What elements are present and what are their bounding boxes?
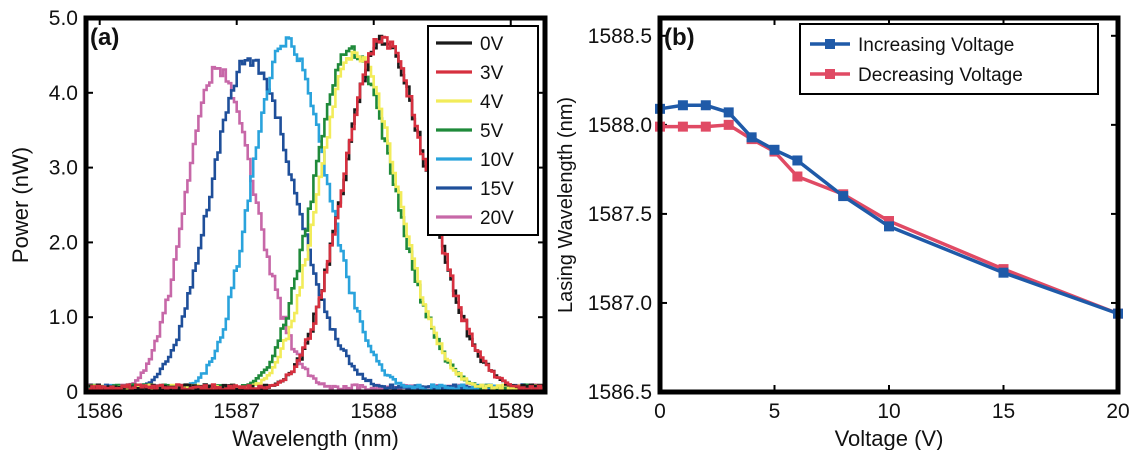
a-y-tick-label: 3.0 <box>49 157 78 180</box>
panel-b-letter: (b) <box>664 24 695 51</box>
b-y-tick-label: 1587.0 <box>588 292 652 315</box>
panel-b-legend: Increasing Voltage Decreasing Voltage <box>799 23 1099 95</box>
legend-label-4V: 4V <box>480 92 504 113</box>
data-point-increasing <box>723 107 734 118</box>
a-x-tick-label: 1586 <box>76 400 123 423</box>
a-y-tick-label: 0 <box>66 381 78 404</box>
series-line-increasing <box>659 103 1119 316</box>
spectrum-line-15V <box>88 57 545 392</box>
legend-label-3V: 3V <box>480 63 504 84</box>
legend-label-increasing: Increasing Voltage <box>858 35 1014 56</box>
panel-a-y-axis-label: Power (nW) <box>8 147 33 263</box>
legend-label-decreasing: Decreasing Voltage <box>858 65 1023 86</box>
panel-a-frame <box>83 15 548 395</box>
a-y-tick-label: 1.0 <box>49 306 78 329</box>
spectrum-line-3V <box>88 35 545 392</box>
a-x-tick-label: 1589 <box>487 400 534 423</box>
panel-a-ticks: 1586 1587 1588 1589 0 1.0 2.0 3.0 4.0 5.0 <box>49 7 545 423</box>
panel-a-x-axis-label: Wavelength (nm) <box>232 426 399 450</box>
a-y-tick-label: 4.0 <box>49 82 78 105</box>
panel-a-series-lines <box>88 34 545 392</box>
data-point-decreasing <box>884 216 894 227</box>
data-point-increasing <box>746 132 757 143</box>
panel-b-y-axis-label: Lasing Wavelength (nm) <box>555 97 577 313</box>
panel-a-legend-box <box>427 25 539 236</box>
panel-b-series-lines <box>655 100 1123 319</box>
panel-a-spectra-chart: 1586 1587 1588 1589 0 1.0 2.0 3.0 4.0 5.0 (a) 0V 3… <box>8 7 548 450</box>
data-point-increasing <box>998 267 1009 278</box>
b-x-tick-label: 20 <box>1106 400 1129 423</box>
data-point-decreasing <box>792 171 803 182</box>
a-y-tick-label: 2.0 <box>49 231 78 254</box>
legend-swatch-marker-0 <box>825 39 835 49</box>
data-point-decreasing <box>700 121 711 132</box>
data-point-decreasing <box>723 119 734 130</box>
data-point-increasing <box>700 100 711 111</box>
a-y-tick-label: 5.0 <box>49 7 78 30</box>
panel-a-letter: (a) <box>90 24 119 51</box>
b-x-tick-label: 10 <box>877 400 900 423</box>
legend-label-5V: 5V <box>480 121 504 142</box>
panel-b-legend-box <box>799 23 1099 95</box>
panel-a-legend: 0V 3V 4V 5V 10V 15V 20V <box>427 25 539 236</box>
a-x-tick-label: 1587 <box>213 400 260 423</box>
a-x-tick-label: 1588 <box>350 400 397 423</box>
b-x-tick-label: 0 <box>654 400 666 423</box>
legend-label-20V: 20V <box>480 208 514 229</box>
panel-b-frame <box>657 15 1121 395</box>
panel-b-ticks: 0 5 10 15 20 1586.5 1587.0 1587.5 1588.0 1588.5 <box>588 18 1130 423</box>
data-point-increasing <box>792 155 803 166</box>
b-x-tick-label: 15 <box>992 400 1015 423</box>
b-y-tick-label: 1588.5 <box>588 25 652 48</box>
legend-label-10V: 10V <box>480 150 514 171</box>
data-point-increasing <box>884 221 894 232</box>
data-point-increasing <box>838 191 849 202</box>
data-point-increasing <box>769 144 780 155</box>
panel-b-x-axis-label: Voltage (V) <box>835 426 944 450</box>
data-point-decreasing <box>677 121 688 132</box>
legend-label-15V: 15V <box>480 179 514 200</box>
b-y-tick-label: 1586.5 <box>588 381 652 404</box>
b-y-tick-label: 1587.5 <box>588 203 652 226</box>
panel-b-lasing-chart: 0 5 10 15 20 1586.5 1587.0 1587.5 1588.0 1588.5 (… <box>555 15 1130 450</box>
b-x-tick-label: 5 <box>769 400 781 423</box>
data-point-increasing <box>677 100 688 111</box>
legend-swatch-marker-1 <box>825 69 835 79</box>
legend-label-0V: 0V <box>480 34 504 55</box>
b-y-tick-label: 1588.0 <box>588 114 652 137</box>
